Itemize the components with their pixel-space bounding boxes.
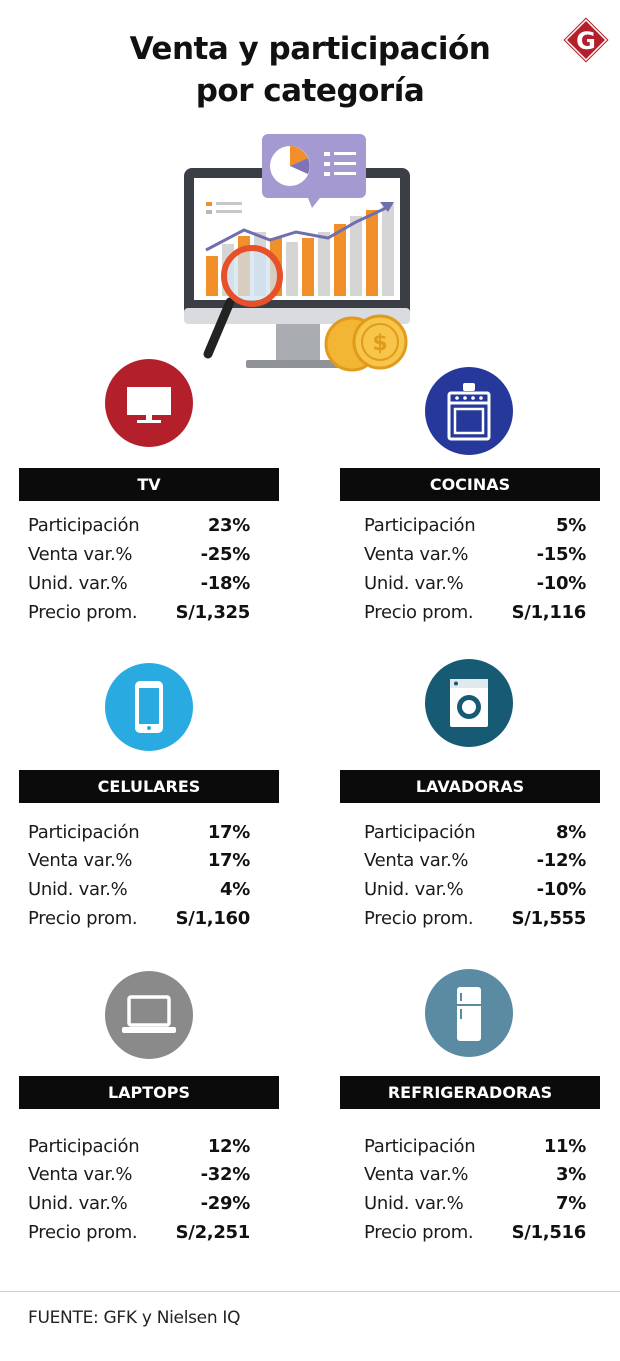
stat-label: Precio prom. bbox=[28, 1222, 138, 1243]
stat-row: Unid. var.% -29% bbox=[28, 1190, 250, 1218]
stat-label: Participación bbox=[28, 1136, 140, 1157]
stat-label: Unid. var.% bbox=[364, 879, 464, 900]
stat-row: Venta var.% -15% bbox=[364, 541, 586, 569]
stove-icon bbox=[425, 367, 513, 455]
stat-label: Unid. var.% bbox=[364, 1193, 464, 1214]
stat-row: Venta var.% 17% bbox=[28, 847, 250, 875]
stat-value: -10% bbox=[536, 573, 587, 594]
logo-letter: G bbox=[576, 27, 596, 55]
stat-row: Unid. var.% 4% bbox=[28, 876, 250, 904]
stat-value: S/1,516 bbox=[511, 1222, 587, 1243]
stat-label: Precio prom. bbox=[28, 602, 138, 623]
stat-label: Participación bbox=[364, 822, 476, 843]
stat-row: Venta var.% -32% bbox=[28, 1161, 250, 1189]
stat-value: 3% bbox=[556, 1164, 586, 1185]
stat-value: 12% bbox=[207, 1136, 250, 1157]
stat-value: -10% bbox=[536, 879, 587, 900]
stat-label: Participación bbox=[364, 1136, 476, 1157]
stat-value: 5% bbox=[556, 515, 586, 536]
stat-row: Precio prom. S/1,555 bbox=[364, 905, 586, 933]
stat-label: Venta var.% bbox=[364, 1164, 469, 1185]
stat-row: Venta var.% -25% bbox=[28, 541, 250, 569]
stat-row: Precio prom. S/1,516 bbox=[364, 1219, 586, 1247]
footer-divider bbox=[0, 1291, 620, 1292]
smartphone-icon bbox=[105, 663, 193, 751]
stat-label: Venta var.% bbox=[28, 544, 133, 565]
stat-label: Precio prom. bbox=[364, 602, 474, 623]
source-note: FUENTE: GFK y Nielsen IQ bbox=[28, 1308, 241, 1328]
stat-label: Venta var.% bbox=[28, 1164, 133, 1185]
coins-icon: $ bbox=[324, 314, 408, 372]
laptop-icon bbox=[105, 971, 193, 1059]
page-title: Venta y participación por categoría bbox=[60, 28, 560, 112]
stat-value: 4% bbox=[220, 879, 250, 900]
brand-logo: G bbox=[560, 14, 612, 66]
stat-row: Precio prom. S/1,116 bbox=[364, 599, 586, 627]
stat-row: Unid. var.% 7% bbox=[364, 1190, 586, 1218]
stat-value: 17% bbox=[207, 850, 250, 871]
stat-row: Precio prom. S/1,160 bbox=[28, 905, 250, 933]
refrigerator-icon bbox=[425, 969, 513, 1057]
monitor-neck bbox=[276, 324, 320, 360]
stat-row: Participación 11% bbox=[364, 1133, 586, 1161]
stat-row: Participación 12% bbox=[28, 1133, 250, 1161]
stat-value: S/1,160 bbox=[175, 908, 251, 929]
stat-value: 7% bbox=[556, 1193, 586, 1214]
stat-row: Unid. var.% -10% bbox=[364, 876, 586, 904]
stat-row: Participación 8% bbox=[364, 819, 586, 847]
stat-value: 23% bbox=[207, 515, 250, 536]
stat-value: -29% bbox=[200, 1193, 251, 1214]
stat-row: Participación 17% bbox=[28, 819, 250, 847]
monitor-base bbox=[246, 360, 350, 368]
category-header-laptops: LAPTOPS bbox=[19, 1076, 279, 1109]
stat-label: Venta var.% bbox=[364, 850, 469, 871]
category-header-refrigeradoras: REFRIGERADORAS bbox=[340, 1076, 600, 1109]
category-header-cocinas: COCINAS bbox=[340, 468, 600, 501]
stat-value: 17% bbox=[207, 822, 250, 843]
stat-label: Venta var.% bbox=[28, 850, 133, 871]
stat-label: Participación bbox=[28, 515, 140, 536]
stat-row: Participación 23% bbox=[28, 512, 250, 540]
stat-row: Precio prom. S/2,251 bbox=[28, 1219, 250, 1247]
stat-value: S/1,555 bbox=[511, 908, 587, 929]
title-line-2: por categoría bbox=[195, 73, 425, 109]
stat-label: Precio prom. bbox=[364, 908, 474, 929]
stat-value: -32% bbox=[200, 1164, 251, 1185]
svg-text:$: $ bbox=[372, 331, 387, 356]
stat-row: Venta var.% 3% bbox=[364, 1161, 586, 1189]
stat-label: Precio prom. bbox=[28, 908, 138, 929]
stat-value: S/1,116 bbox=[511, 602, 587, 623]
stat-label: Unid. var.% bbox=[28, 879, 128, 900]
washing-machine-icon bbox=[425, 659, 513, 747]
stat-label: Venta var.% bbox=[364, 544, 469, 565]
stat-label: Participación bbox=[364, 515, 476, 536]
stat-label: Unid. var.% bbox=[364, 573, 464, 594]
stat-value: -15% bbox=[536, 544, 587, 565]
hero-illustration: $ bbox=[184, 134, 410, 372]
stat-value: 8% bbox=[556, 822, 586, 843]
stat-label: Precio prom. bbox=[364, 1222, 474, 1243]
magnifier-icon bbox=[203, 245, 283, 359]
stat-label: Unid. var.% bbox=[28, 573, 128, 594]
stat-row: Unid. var.% -10% bbox=[364, 570, 586, 598]
title-line-1: Venta y participación bbox=[129, 31, 491, 67]
stat-row: Venta var.% -12% bbox=[364, 847, 586, 875]
stat-row: Unid. var.% -18% bbox=[28, 570, 250, 598]
category-header-lavadoras: LAVADORAS bbox=[340, 770, 600, 803]
stat-value: -25% bbox=[200, 544, 251, 565]
stat-value: 11% bbox=[543, 1136, 586, 1157]
tv-icon bbox=[105, 359, 193, 447]
stat-row: Precio prom. S/1,325 bbox=[28, 599, 250, 627]
stat-value: S/2,251 bbox=[175, 1222, 251, 1243]
stat-value: -12% bbox=[536, 850, 587, 871]
stat-value: S/1,325 bbox=[175, 602, 251, 623]
stat-label: Unid. var.% bbox=[28, 1193, 128, 1214]
stat-value: -18% bbox=[200, 573, 251, 594]
category-header-tv: TV bbox=[19, 468, 279, 501]
stat-row: Participación 5% bbox=[364, 512, 586, 540]
category-header-celulares: CELULARES bbox=[19, 770, 279, 803]
stat-label: Participación bbox=[28, 822, 140, 843]
